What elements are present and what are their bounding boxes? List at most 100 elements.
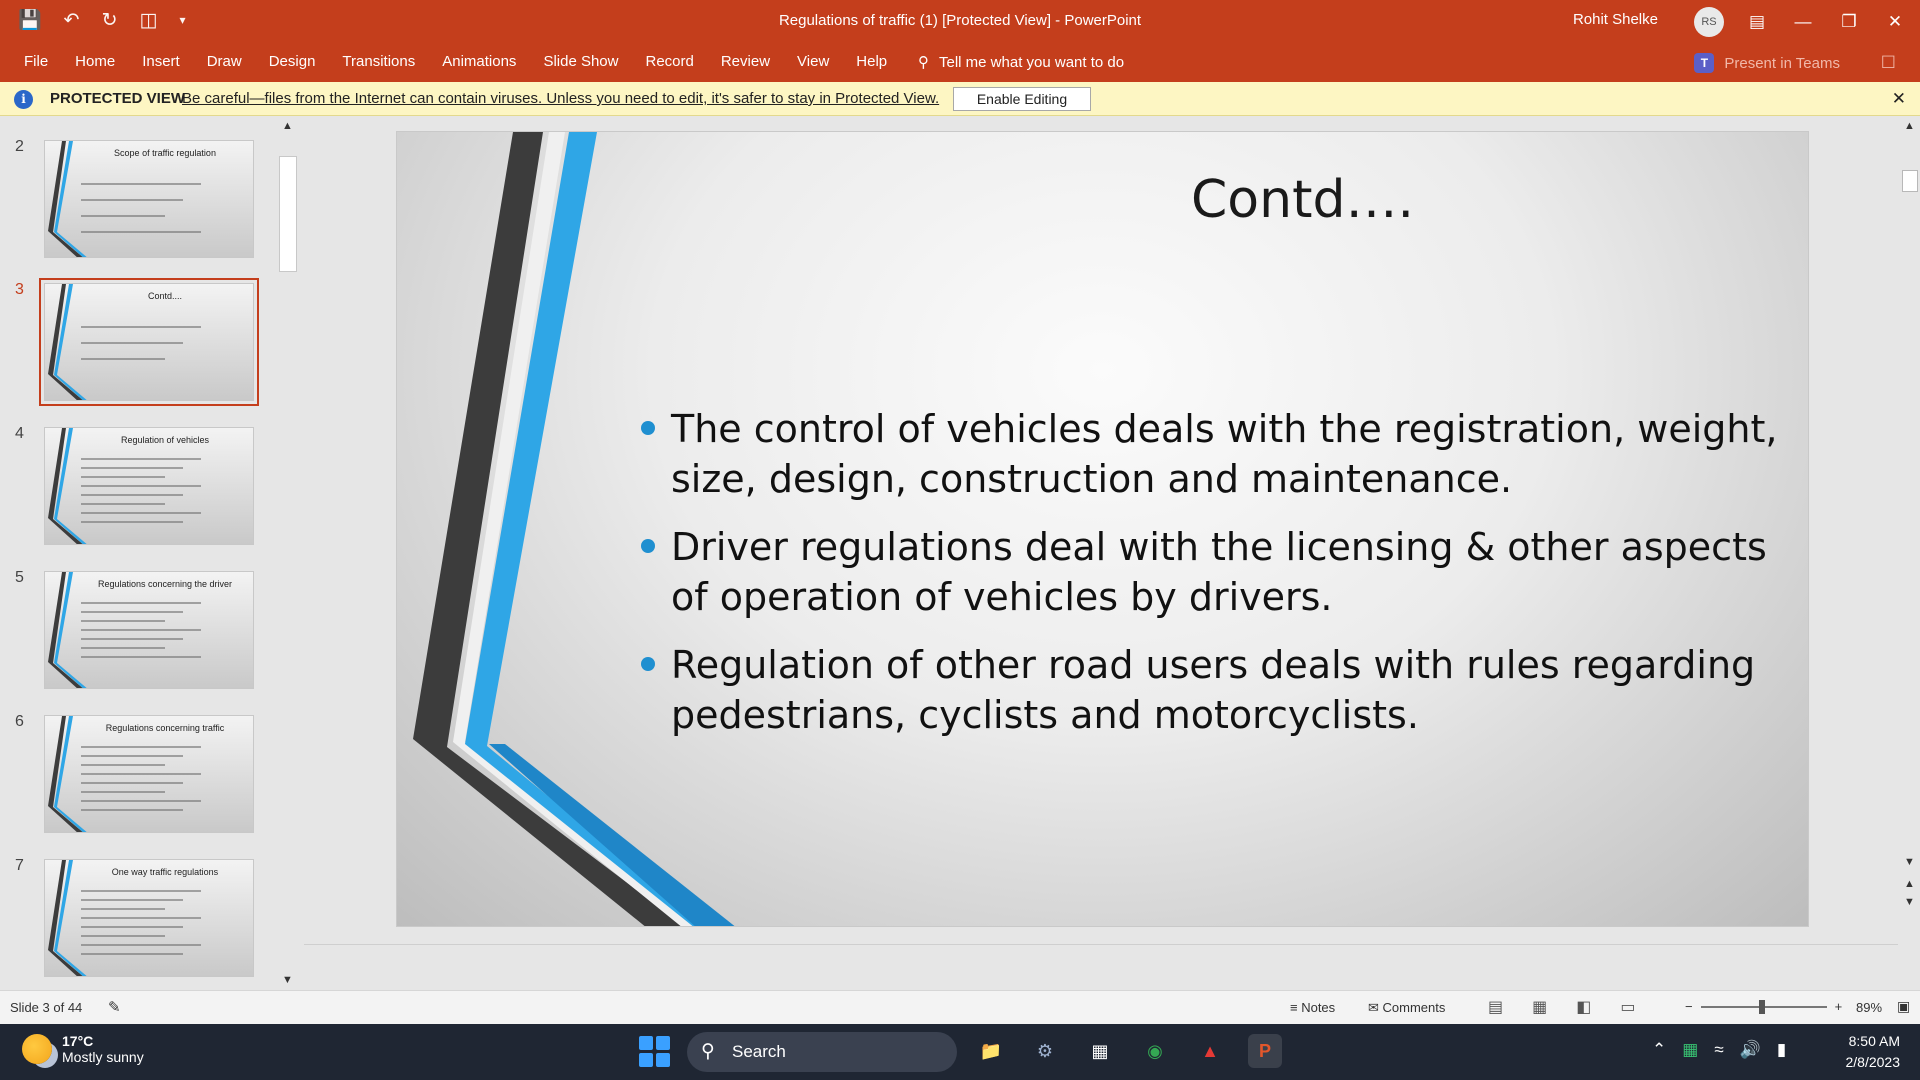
tab-view[interactable]: View: [797, 53, 830, 70]
tab-file[interactable]: File: [24, 53, 49, 70]
reading-view-icon[interactable]: ◧: [1576, 999, 1592, 1016]
close-icon[interactable]: ✕: [1891, 89, 1906, 108]
weather-widget[interactable]: 17°C Mostly sunny: [22, 1033, 144, 1065]
tab-home[interactable]: Home: [75, 53, 116, 70]
scrollbar-thumb[interactable]: [279, 156, 297, 272]
fit-to-window-icon[interactable]: ▣: [1897, 998, 1911, 1014]
thumbnail-text-line: [81, 183, 201, 185]
notes-divider: [304, 944, 1898, 945]
volume-icon[interactable]: 🔊: [1739, 1040, 1761, 1059]
tell-me-search[interactable]: ⚲ Tell me what you want to do: [918, 53, 1125, 72]
accessibility-icon[interactable]: ✎: [108, 999, 121, 1016]
slide-show-icon[interactable]: ▭: [1620, 999, 1636, 1016]
restore-button[interactable]: ❐: [1841, 12, 1857, 31]
slide-scrollbar[interactable]: ▲ ▼ ▲ ▼: [1900, 116, 1920, 990]
save-icon[interactable]: 💾: [18, 10, 42, 31]
protected-view-label: PROTECTED VIEW: [50, 90, 186, 107]
taskbar-search[interactable]: ⚲ Search: [687, 1032, 957, 1072]
scroll-up-icon[interactable]: ▲: [1904, 120, 1915, 132]
zoom-slider[interactable]: − +: [1685, 999, 1842, 1014]
slide-thumbnail[interactable]: Scope of traffic regulation: [44, 140, 254, 258]
slide-title[interactable]: Contd….: [1190, 170, 1414, 230]
start-icon[interactable]: [639, 1036, 670, 1067]
scroll-down-icon[interactable]: ▼: [1904, 856, 1915, 868]
tab-design[interactable]: Design: [268, 53, 316, 70]
minimize-button[interactable]: —: [1794, 12, 1812, 31]
thumbnail-title: Regulations concerning the driver: [97, 579, 233, 589]
scrollbar-thumb[interactable]: [1902, 170, 1918, 192]
slide-thumbnail[interactable]: Regulations concerning the driver: [44, 571, 254, 689]
customize-qat-icon[interactable]: ▾: [179, 13, 186, 27]
tab-insert[interactable]: Insert: [142, 53, 180, 70]
tab-animations[interactable]: Animations: [442, 53, 517, 70]
avatar[interactable]: RS: [1694, 7, 1724, 37]
protected-view-message[interactable]: Be careful—files from the Internet can c…: [182, 90, 940, 107]
protected-view-bar: i PROTECTED VIEW Be careful—files from t…: [0, 82, 1920, 116]
next-slide-icon[interactable]: ▼: [1904, 896, 1915, 908]
slide-thumbnail[interactable]: One way traffic regulations: [44, 859, 254, 977]
slide-sorter-icon[interactable]: ▦: [1532, 999, 1548, 1016]
redo-icon[interactable]: ↻: [101, 9, 118, 31]
start-from-beginning-icon[interactable]: ◫: [139, 9, 158, 31]
tell-me-label: Tell me what you want to do: [939, 53, 1125, 71]
comments-button[interactable]: ✉ Comments: [1368, 1000, 1446, 1015]
tab-slide-show[interactable]: Slide Show: [543, 53, 619, 70]
tab-review[interactable]: Review: [720, 53, 771, 70]
slide-thumbnail[interactable]: Regulations concerning traffic: [44, 715, 254, 833]
bullet-item[interactable]: Regulation of other road users deals wit…: [641, 640, 1781, 740]
ribbon-display-options-icon[interactable]: ▤: [1748, 12, 1766, 31]
thumbnail-scrollbar[interactable]: ▲ ▼: [279, 118, 297, 988]
thumbnail-text-line: [81, 890, 201, 892]
thumbnail-text-line: [81, 231, 201, 233]
thumbnail-text-line: [81, 602, 201, 604]
slide-thumbnail-panel: 2 Scope of traffic regulation 3 Contd.... 4 R…: [0, 116, 300, 990]
chrome-icon[interactable]: ◉: [1147, 1041, 1163, 1061]
file-explorer-icon[interactable]: 📁: [979, 1041, 1003, 1061]
status-bar: Slide 3 of 44 ✎ ≡ Notes ✉ Comments ▤ ▦ ◧…: [0, 990, 1920, 1024]
app-tray-icon[interactable]: ▦: [1682, 1040, 1699, 1059]
comments-label: Comments: [1382, 1000, 1446, 1015]
bullet-item[interactable]: Driver regulations deal with the licensi…: [641, 522, 1781, 622]
normal-view-icon[interactable]: ▤: [1488, 999, 1504, 1016]
present-in-teams-button[interactable]: T Present in Teams: [1694, 53, 1840, 73]
acrobat-icon[interactable]: ▲: [1201, 1041, 1219, 1061]
ribbon: File Home Insert Draw Design Transitions…: [0, 44, 1920, 82]
slide-thumbnail[interactable]: Contd....: [39, 278, 259, 406]
powerpoint-icon[interactable]: P: [1248, 1034, 1282, 1068]
tab-record[interactable]: Record: [645, 53, 694, 70]
tab-transitions[interactable]: Transitions: [342, 53, 416, 70]
show-hidden-icons-icon[interactable]: ⌃: [1652, 1040, 1667, 1059]
slide-canvas[interactable]: Contd…. The control of vehicles deals wi…: [396, 131, 1809, 927]
comments-icon[interactable]: ☐: [1880, 53, 1896, 72]
scroll-up-icon[interactable]: ▲: [282, 120, 293, 132]
settings-icon[interactable]: ⚙: [1036, 1041, 1054, 1061]
undo-icon[interactable]: ↶: [63, 9, 80, 31]
microsoft-store-icon[interactable]: ▦: [1091, 1041, 1109, 1061]
slide-counter: Slide 3 of 44: [10, 1000, 83, 1015]
notes-button[interactable]: ≡ Notes: [1290, 1000, 1336, 1015]
slide-thumbnail[interactable]: Regulation of vehicles: [44, 427, 254, 545]
battery-icon[interactable]: ▮: [1776, 1040, 1787, 1059]
thumbnail-text-line: [81, 809, 183, 811]
clock[interactable]: 8:50 AM 2/8/2023: [1846, 1031, 1901, 1073]
user-name[interactable]: Rohit Shelke: [1572, 11, 1658, 28]
wifi-icon[interactable]: ≈: [1714, 1040, 1724, 1059]
slide-bullet-list[interactable]: The control of vehicles deals with the r…: [641, 404, 1781, 758]
tab-draw[interactable]: Draw: [206, 53, 242, 70]
zoom-level[interactable]: 89%: [1856, 1000, 1883, 1015]
notes-label: Notes: [1301, 1000, 1336, 1015]
title-bar: 💾 ↶ ↻ ◫ ▾ Regulations of traffic (1) [Pr…: [0, 0, 1920, 44]
zoom-out-icon[interactable]: −: [1685, 999, 1693, 1014]
previous-slide-icon[interactable]: ▲: [1904, 878, 1915, 890]
enable-editing-button[interactable]: Enable Editing: [953, 87, 1091, 111]
thumbnail-decoration: [48, 141, 87, 257]
thumbnail-text-line: [81, 467, 183, 469]
scroll-down-icon[interactable]: ▼: [282, 974, 293, 986]
thumbnail-title: Regulations concerning traffic: [105, 723, 225, 733]
close-button[interactable]: ✕: [1887, 12, 1903, 31]
bullet-item[interactable]: The control of vehicles deals with the r…: [641, 404, 1781, 504]
zoom-in-icon[interactable]: +: [1834, 999, 1843, 1014]
thumbnail-text-line: [81, 755, 183, 757]
zoom-slider-knob[interactable]: [1758, 999, 1765, 1014]
tab-help[interactable]: Help: [856, 53, 888, 70]
